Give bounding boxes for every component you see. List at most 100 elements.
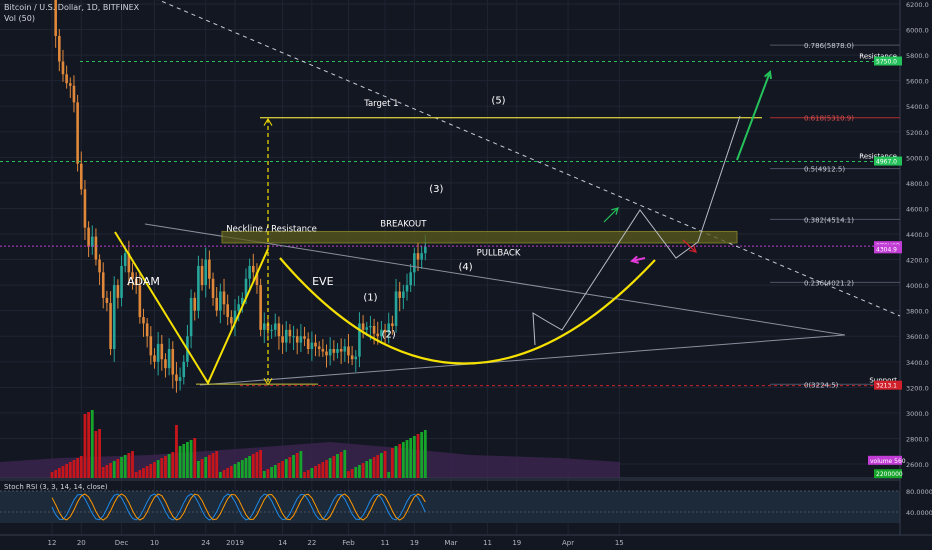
price-tag-label: 5750.0 (876, 59, 897, 66)
volume-bar (240, 460, 244, 478)
candle (339, 349, 343, 352)
volume-bar (295, 453, 299, 478)
volume-bar (380, 453, 383, 478)
annotation-label: (1) (363, 292, 377, 303)
stoch-tick-label: 80.0000 (906, 488, 932, 496)
time-tick-label: Feb (342, 539, 355, 547)
candle (116, 285, 120, 298)
volume-bar (218, 472, 222, 478)
volume-bar (83, 414, 87, 478)
symbol-title[interactable]: Bitcoin / U.S. Dollar, 1D, BITFINEX (4, 3, 140, 12)
volume-bar (90, 410, 94, 478)
volume-bar (138, 470, 142, 478)
candle (380, 329, 383, 337)
volume-bar (299, 451, 303, 478)
volume-bar (105, 465, 109, 478)
candle (376, 333, 380, 337)
neckline-zone (221, 230, 738, 244)
volume-bar (153, 462, 156, 478)
breakout-arrow-head (611, 207, 619, 215)
volume-bar (57, 468, 61, 478)
volume-bar (376, 455, 380, 478)
price-tag-label: 3213.1 (876, 383, 897, 390)
pullback-arrow (682, 239, 697, 253)
candle (252, 265, 255, 273)
volume-bar (112, 461, 116, 478)
price-tick-label: 3000.0 (906, 410, 929, 418)
candle (167, 349, 171, 369)
volume-bar (347, 471, 350, 478)
volume-bar (178, 446, 182, 478)
price-arrow (631, 257, 646, 262)
price-tick-label: 2600.0 (906, 461, 929, 469)
candle (193, 297, 197, 311)
time-tick-label: 2019 (226, 539, 244, 547)
candle (413, 253, 416, 273)
candle (112, 285, 116, 349)
candle (273, 323, 277, 330)
price-tag (868, 455, 902, 465)
annotation-label: (3) (429, 184, 443, 195)
adam-pattern (114, 231, 269, 386)
price-tick-label: 5200.0 (906, 129, 929, 137)
volume-bar (79, 456, 83, 478)
volume-bar (211, 453, 215, 478)
annotation-label: PULLBACK (477, 249, 521, 259)
annotation-label: Target 1 (363, 99, 398, 109)
volume-bar (226, 468, 230, 478)
candle (204, 259, 208, 286)
volume-bar (398, 444, 402, 478)
time-tick-label: 24 (201, 539, 210, 547)
annotation-label: (4) (458, 262, 472, 273)
volume-bar (160, 458, 164, 478)
volume-bar (237, 462, 241, 478)
volume-bar (306, 470, 310, 478)
volume-bar (222, 470, 226, 478)
price-tick-label: 5800.0 (906, 52, 929, 60)
time-tick-label: 15 (615, 539, 624, 547)
candle (219, 291, 222, 311)
fib-label: 0.382(4514.1) (804, 216, 854, 224)
volume-bar (277, 463, 281, 478)
candle (230, 317, 233, 324)
candle (123, 253, 127, 266)
candle (211, 278, 215, 298)
downtrend-line (157, 0, 901, 317)
candle (134, 278, 138, 286)
candle (241, 297, 244, 305)
candle (65, 74, 68, 84)
price-tag-label: 2200000 (876, 471, 903, 478)
candle (131, 272, 134, 279)
time-tick-label: 19 (512, 539, 521, 547)
price-tag (874, 56, 902, 66)
stoch-tick-label: 40.0000 (906, 509, 932, 517)
volume-bar (76, 458, 80, 478)
candle (277, 323, 281, 337)
measure-arrow-down (263, 377, 273, 386)
volume-label[interactable]: Vol (50) (4, 14, 35, 23)
volume-bar (284, 459, 288, 478)
volume-bar (182, 444, 186, 478)
volume-bar (149, 464, 153, 478)
annotation-label: Neckline / Resistance (226, 224, 317, 234)
volume-bar (244, 458, 248, 478)
time-tick-label: 20 (77, 539, 86, 547)
volume-bar (68, 462, 72, 478)
price-tick-label: 4600.0 (906, 205, 929, 213)
volume-bar (420, 432, 424, 478)
candle (284, 329, 288, 343)
price-tick-label: 2800.0 (906, 435, 929, 443)
stoch-d-line (51, 493, 426, 521)
volume-bar (200, 459, 204, 478)
volume-bar (259, 450, 263, 478)
volume-bar (233, 464, 237, 478)
volume-bar (167, 454, 171, 478)
volume-bar (372, 457, 376, 478)
candle (295, 336, 299, 343)
candle (303, 336, 306, 339)
volume-bar (325, 460, 328, 478)
price-tick-label: 3600.0 (906, 333, 929, 341)
volume-bar (273, 465, 277, 478)
volume-bar (251, 454, 255, 478)
